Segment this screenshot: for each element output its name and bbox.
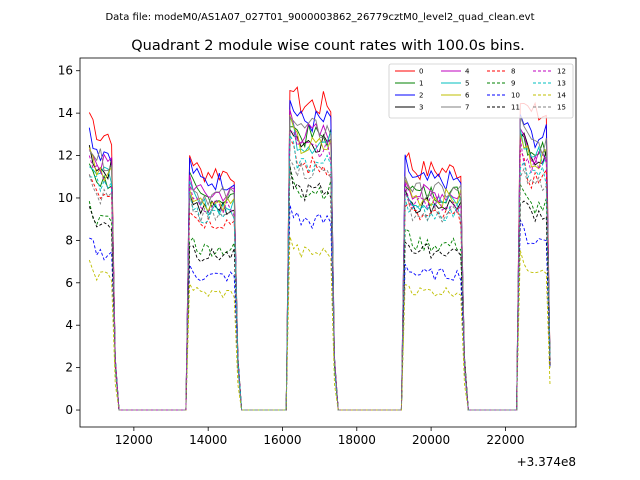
legend-label-2: 2 bbox=[419, 92, 423, 100]
y-tick-label: 12 bbox=[58, 149, 73, 163]
series-line-14 bbox=[88, 236, 551, 411]
y-tick-label: 10 bbox=[58, 191, 73, 205]
x-tick-label: 20000 bbox=[412, 433, 450, 447]
legend-label-6: 6 bbox=[465, 92, 470, 100]
legend-label-10: 10 bbox=[511, 92, 520, 100]
x-tick-label: 16000 bbox=[263, 433, 301, 447]
y-tick-label: 6 bbox=[65, 276, 73, 290]
y-tick-label: 16 bbox=[58, 64, 73, 78]
x-tick-label: 14000 bbox=[189, 433, 227, 447]
legend-label-14: 14 bbox=[557, 92, 566, 100]
legend-label-1: 1 bbox=[419, 80, 423, 88]
y-tick-label: 0 bbox=[65, 403, 73, 417]
y-tick-label: 4 bbox=[65, 318, 73, 332]
series-line-8 bbox=[88, 137, 551, 411]
legend-label-9: 9 bbox=[511, 80, 515, 88]
series-line-13 bbox=[89, 134, 551, 411]
legend-label-13: 13 bbox=[557, 80, 566, 88]
legend-label-11: 11 bbox=[511, 104, 520, 112]
legend-frame bbox=[388, 63, 574, 119]
chart-title: Quadrant 2 module wise count rates with … bbox=[131, 38, 525, 54]
x-tick-label: 22000 bbox=[486, 433, 524, 447]
legend-label-8: 8 bbox=[511, 68, 515, 76]
legend-label-0: 0 bbox=[419, 68, 423, 76]
legend-label-7: 7 bbox=[465, 104, 469, 112]
y-tick-label: 14 bbox=[58, 106, 73, 120]
legend-label-12: 12 bbox=[557, 68, 566, 76]
y-tick-label: 2 bbox=[65, 361, 73, 375]
axes-frame bbox=[79, 57, 577, 428]
legend-label-4: 4 bbox=[465, 68, 470, 76]
x-offset-label: +3.374e8 bbox=[517, 455, 576, 469]
y-tick-label: 8 bbox=[65, 233, 73, 247]
y-axis: 0 2 4 6 8 10 12 14 16 bbox=[58, 64, 80, 417]
plot-area bbox=[88, 86, 551, 411]
x-tick-label: 18000 bbox=[338, 433, 376, 447]
x-tick-label: 12000 bbox=[115, 433, 153, 447]
figure-suptitle: Data file: modeM0/AS1A07_027T01_90000038… bbox=[105, 12, 534, 23]
legend-label-3: 3 bbox=[419, 104, 423, 112]
series-line-15 bbox=[88, 158, 551, 411]
legend-label-15: 15 bbox=[557, 104, 566, 112]
x-axis: 12000 14000 16000 18000 20000 22000 bbox=[115, 427, 525, 447]
legend-label-5: 5 bbox=[465, 80, 469, 88]
